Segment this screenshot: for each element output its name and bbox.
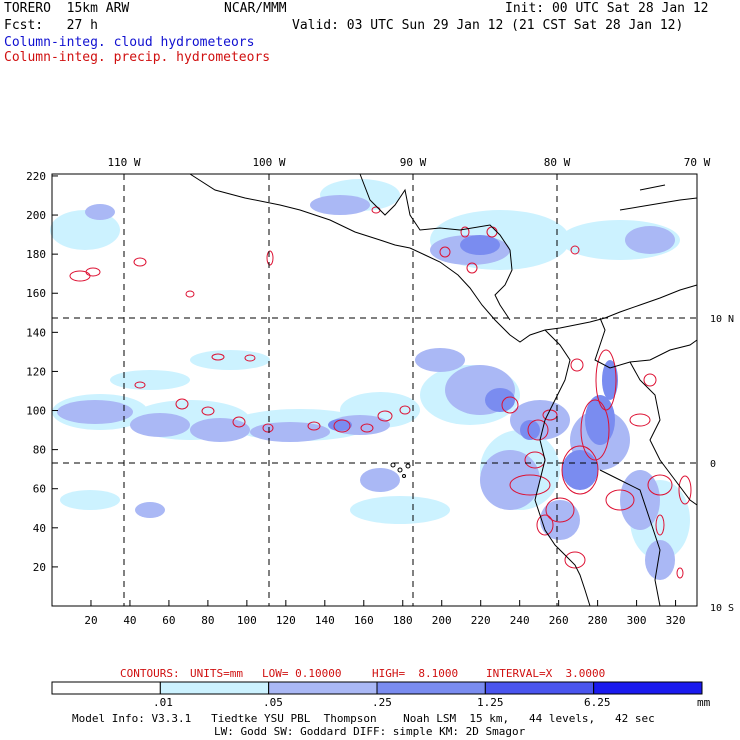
lon-label: 90 W [400,156,427,169]
contours-interval: INTERVAL=X 3.0000 [486,667,606,680]
colorbar-swatch [159,681,270,695]
physics-info: LW: Godd SW: Goddard DIFF: simple KM: 2D… [214,725,526,738]
init-time: Init: 00 UTC Sat 28 Jan 12 [505,1,709,16]
lat-label: 10 N [710,314,734,325]
colorbar-label-3: 1.25 [477,696,504,709]
coastlines [189,173,698,607]
y-tick-label: 80 [33,444,46,457]
y-tick-label: 180 [26,248,46,261]
lat-label: 10 S [710,603,734,614]
lon-label: 100 W [252,156,285,169]
colorbar-units: mm [697,696,711,709]
valid-time: Valid: 03 UTC Sun 29 Jan 12 (21 CST Sat … [292,18,684,33]
x-tick-label: 120 [276,614,296,627]
colorbar-swatch [484,681,595,695]
y-tick-label: 60 [33,483,46,496]
y-tick-label: 120 [26,365,46,378]
colorbar-swatch [51,681,161,695]
lon-label: 70 W [684,156,711,169]
lon-label: 80 W [544,156,571,169]
y-tick-label: 140 [26,326,46,339]
lat-label: 0 [710,459,716,470]
x-tick-label: 300 [627,614,647,627]
x-tick-label: 80 [201,614,214,627]
contours-units: UNITS=mm [190,667,243,680]
x-tick-label: 100 [237,614,257,627]
colorbar-swatch [376,681,486,695]
forecast-hour: Fcst: 27 h [4,18,98,33]
x-tick-label: 200 [432,614,452,627]
colorbar-label-4: 6.25 [584,696,611,709]
contours-low: LOW= 0.10000 [262,667,342,680]
lon-label: 110 W [107,156,140,169]
x-tick-label: 20 [84,614,97,627]
x-tick-label: 220 [471,614,491,627]
x-tick-label: 60 [162,614,175,627]
field-label-precip: Column-integ. precip. hydrometeors [4,50,271,65]
x-tick-label: 260 [549,614,569,627]
x-tick-label: 320 [666,614,686,627]
x-tick-label: 240 [510,614,530,627]
colorbar-label-0: .01 [153,696,173,709]
contours-high: HIGH= 8.1000 [372,667,459,680]
colorbar [51,681,703,695]
y-tick-label: 20 [33,561,46,574]
x-tick-label: 140 [315,614,335,627]
y-tick-label: 220 [26,170,46,183]
y-tick-label: 100 [26,405,46,418]
field-label-cloud: Column-integ. cloud hydrometeors [4,35,255,50]
precip-contours [69,206,692,579]
colorbar-label-2: .25 [372,696,392,709]
y-tick-label: 160 [26,287,46,300]
contours-label: CONTOURS: [120,667,180,680]
y-tick-label: 200 [26,209,46,222]
x-tick-label: 40 [123,614,136,627]
colorbar-swatch [268,681,378,695]
x-tick-label: 160 [354,614,374,627]
graticule [52,174,697,606]
x-tick-label: 180 [393,614,413,627]
y-tick-label: 40 [33,522,46,535]
x-tick-label: 280 [588,614,608,627]
model-title: TORERO 15km ARW [4,1,130,16]
colorbar-label-1: .05 [263,696,283,709]
org-label: NCAR/MMM [224,1,287,16]
colorbar-swatch [593,681,703,695]
model-info: Model Info: V3.3.1 Tiedtke YSU PBL Thomp… [72,712,655,725]
